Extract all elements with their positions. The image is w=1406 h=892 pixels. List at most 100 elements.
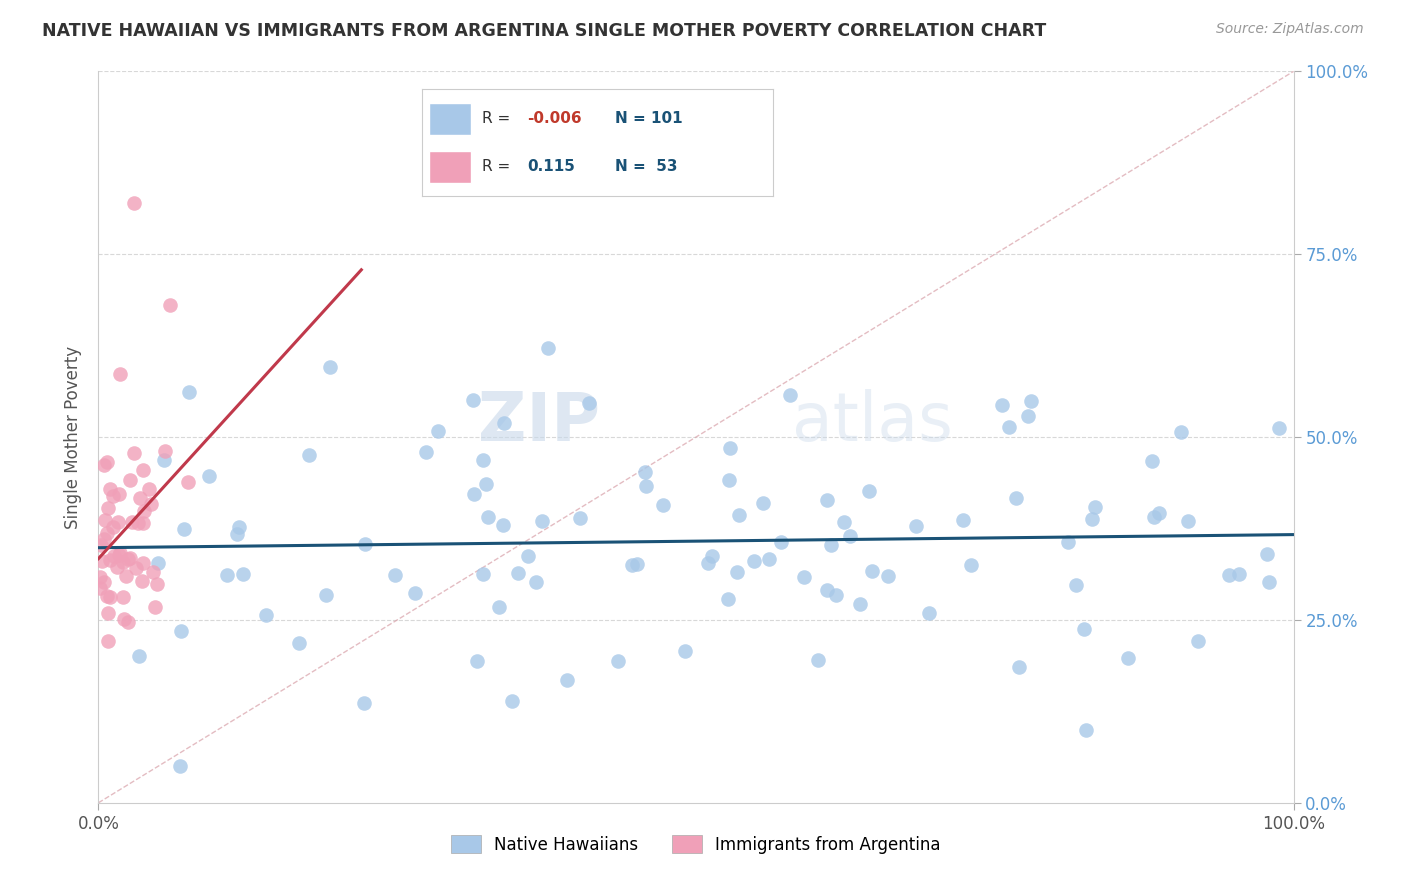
Point bbox=[96, 455, 118, 469]
Point bbox=[148, 556, 170, 570]
Point bbox=[169, 624, 191, 639]
Point bbox=[742, 554, 765, 568]
Point bbox=[1021, 394, 1043, 409]
Point bbox=[118, 551, 141, 566]
Point bbox=[1218, 568, 1240, 582]
Point bbox=[626, 557, 648, 571]
Point bbox=[634, 465, 657, 479]
Point bbox=[120, 473, 142, 487]
Text: atlas: atlas bbox=[792, 390, 952, 456]
Point bbox=[121, 516, 143, 530]
Point bbox=[960, 558, 983, 572]
Point bbox=[952, 513, 974, 527]
Point bbox=[112, 556, 135, 570]
Point bbox=[173, 522, 195, 536]
Point bbox=[1140, 454, 1163, 468]
Point bbox=[89, 538, 111, 552]
Point bbox=[93, 458, 115, 472]
Y-axis label: Single Mother Poverty: Single Mother Poverty bbox=[65, 345, 83, 529]
Point bbox=[125, 561, 148, 575]
Point bbox=[107, 487, 129, 501]
Point bbox=[315, 588, 337, 602]
Point bbox=[702, 549, 724, 563]
Point bbox=[114, 569, 136, 583]
Point bbox=[1005, 491, 1028, 505]
Point bbox=[877, 569, 900, 583]
Point bbox=[288, 636, 311, 650]
Point bbox=[103, 549, 125, 563]
Point bbox=[769, 535, 792, 549]
Point bbox=[159, 298, 181, 312]
Point bbox=[1076, 723, 1098, 737]
Point bbox=[472, 567, 495, 582]
Point bbox=[124, 196, 146, 211]
Point bbox=[225, 527, 247, 541]
Point bbox=[254, 607, 277, 622]
Point bbox=[1084, 500, 1107, 514]
Point bbox=[471, 453, 494, 467]
Point bbox=[860, 564, 883, 578]
Point bbox=[494, 417, 516, 431]
Point bbox=[354, 537, 377, 551]
Text: NATIVE HAWAIIAN VS IMMIGRANTS FROM ARGENTINA SINGLE MOTHER POVERTY CORRELATION C: NATIVE HAWAIIAN VS IMMIGRANTS FROM ARGEN… bbox=[42, 22, 1046, 40]
Point bbox=[1143, 509, 1166, 524]
Point bbox=[1187, 634, 1209, 648]
Point bbox=[93, 533, 115, 547]
Point bbox=[197, 469, 219, 483]
Point bbox=[111, 591, 134, 605]
Point bbox=[807, 653, 830, 667]
Point bbox=[228, 520, 250, 534]
Point bbox=[117, 552, 139, 566]
Point bbox=[105, 559, 128, 574]
Point bbox=[555, 673, 578, 688]
Point bbox=[463, 487, 485, 501]
Point bbox=[91, 553, 114, 567]
Point bbox=[1081, 511, 1104, 525]
Text: R =: R = bbox=[481, 160, 515, 174]
Point bbox=[215, 567, 238, 582]
Point bbox=[89, 582, 111, 596]
Point bbox=[108, 548, 131, 562]
Point bbox=[1229, 567, 1251, 582]
Point bbox=[1170, 425, 1192, 440]
Point bbox=[1256, 548, 1278, 562]
Point bbox=[728, 508, 751, 522]
Point bbox=[825, 588, 848, 602]
Point bbox=[621, 558, 644, 573]
Bar bbox=[429, 151, 471, 183]
Point bbox=[467, 654, 489, 668]
Point bbox=[384, 567, 406, 582]
Point bbox=[96, 590, 118, 604]
Point bbox=[1147, 506, 1170, 520]
Point bbox=[298, 449, 321, 463]
Point bbox=[103, 489, 125, 503]
Point bbox=[353, 696, 375, 710]
Point bbox=[142, 566, 165, 580]
Point bbox=[97, 606, 120, 620]
Point bbox=[114, 612, 136, 626]
Point bbox=[858, 483, 880, 498]
Point bbox=[568, 510, 591, 524]
Text: 0.115: 0.115 bbox=[527, 160, 575, 174]
Point bbox=[427, 424, 450, 438]
Point bbox=[815, 492, 838, 507]
Point bbox=[1008, 660, 1031, 674]
Text: Source: ZipAtlas.com: Source: ZipAtlas.com bbox=[1216, 22, 1364, 37]
Point bbox=[1056, 535, 1078, 549]
Point bbox=[143, 599, 166, 614]
Point bbox=[506, 566, 529, 580]
Point bbox=[145, 577, 167, 591]
Point bbox=[132, 504, 155, 518]
Point bbox=[758, 552, 780, 566]
Point bbox=[673, 644, 696, 658]
Point bbox=[117, 615, 139, 630]
Point bbox=[131, 463, 153, 477]
Point bbox=[98, 591, 121, 605]
Point bbox=[998, 420, 1021, 434]
Text: -0.006: -0.006 bbox=[527, 112, 582, 126]
Text: ZIP: ZIP bbox=[478, 390, 600, 456]
Point bbox=[578, 396, 600, 410]
Point bbox=[517, 549, 540, 563]
Point bbox=[129, 491, 152, 505]
Point bbox=[131, 574, 153, 589]
